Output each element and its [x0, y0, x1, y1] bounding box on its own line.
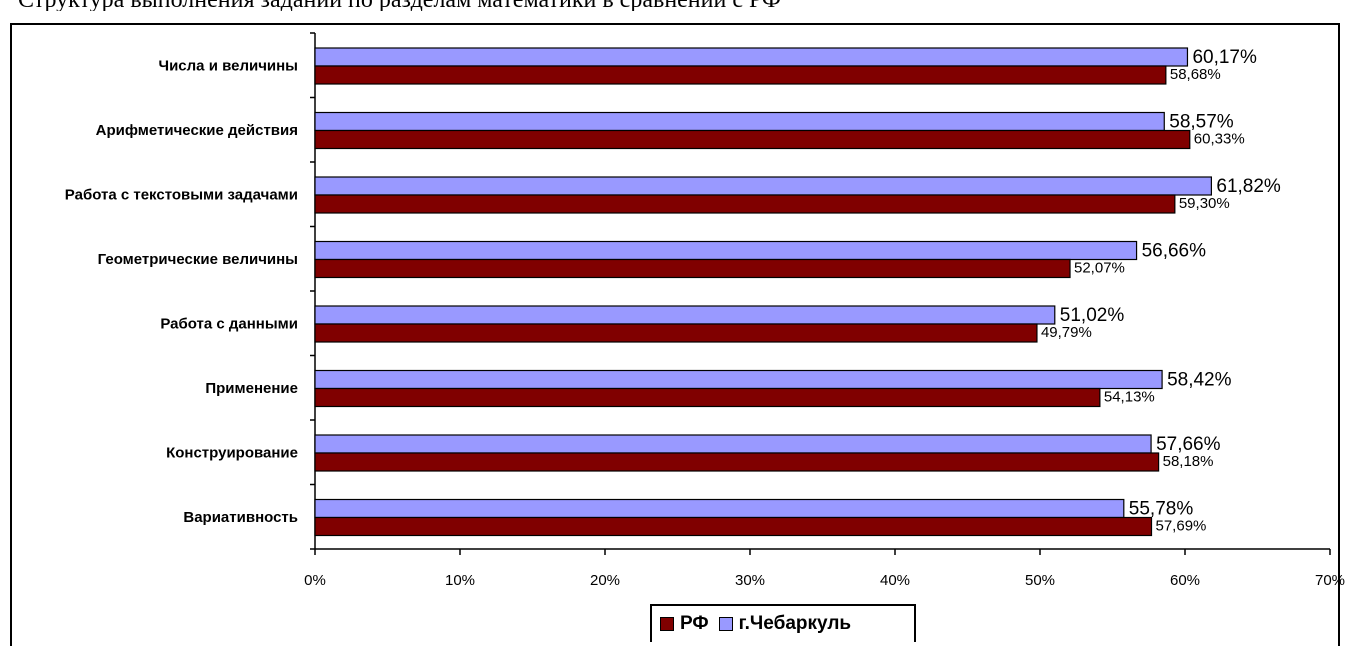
data-label-chebarkul: 61,82% — [1216, 176, 1281, 197]
page-header-fragment: Структура выполнения заданий по разделам… — [18, 0, 1338, 11]
legend-item-rf: РФ — [660, 613, 709, 635]
chart-legend: РФ г.Чебаркуль — [650, 604, 916, 642]
x-tick-label: 30% — [735, 572, 765, 589]
data-label-chebarkul: 51,02% — [1060, 305, 1125, 326]
bar-rf — [314, 65, 1167, 85]
legend-swatch-chebarkul — [718, 617, 733, 631]
bar-chebarkul — [314, 176, 1212, 196]
bar-chebarkul — [314, 369, 1163, 390]
data-label-chebarkul: 55,78% — [1129, 499, 1194, 520]
legend-label-rf: РФ — [680, 613, 709, 634]
data-label-chebarkul: 60,17% — [1192, 47, 1257, 68]
bar-rf — [314, 194, 1176, 214]
data-label-chebarkul: 56,66% — [1142, 241, 1207, 262]
bar-rf — [314, 387, 1101, 408]
x-tick-label: 0% — [304, 572, 326, 589]
data-label-chebarkul: 58,57% — [1169, 112, 1234, 133]
category-label: Геометрические величины — [98, 251, 298, 268]
bar-rf — [314, 129, 1191, 150]
data-label-rf: 52,07% — [1074, 260, 1125, 277]
category-label: Работа с данными — [160, 315, 298, 332]
x-tick-label: 60% — [1170, 572, 1200, 589]
data-label-rf: 49,79% — [1041, 324, 1092, 341]
category-label: Вариативность — [183, 509, 298, 526]
bar-rf — [314, 323, 1038, 343]
x-tick-label: 20% — [590, 572, 620, 589]
category-label: Работа с текстовыми задачами — [65, 186, 298, 203]
bar-chebarkul — [314, 111, 1165, 132]
data-label-rf: 58,18% — [1163, 453, 1214, 470]
legend-label-chebarkul: г.Чебаркуль — [738, 613, 852, 634]
bar-chebarkul — [314, 47, 1189, 67]
data-label-rf: 60,33% — [1194, 131, 1245, 148]
data-label-chebarkul: 58,42% — [1167, 370, 1232, 391]
bar-chebarkul — [314, 305, 1056, 325]
data-label-rf: 58,68% — [1170, 66, 1221, 83]
x-tick-label: 40% — [880, 572, 910, 589]
category-label: Конструирование — [166, 444, 298, 461]
data-label-rf: 57,69% — [1156, 518, 1207, 535]
x-tick-label: 10% — [445, 572, 475, 589]
bar-rf — [314, 258, 1071, 279]
category-label: Числа и величины — [159, 57, 298, 74]
data-label-rf: 54,13% — [1104, 389, 1155, 406]
bar-chebarkul — [314, 240, 1138, 261]
x-tick-label: 70% — [1315, 572, 1345, 589]
bar-chebarkul — [314, 498, 1125, 519]
bar-rf — [314, 516, 1153, 537]
bar-rf — [314, 452, 1160, 472]
data-label-rf: 59,30% — [1179, 195, 1230, 212]
legend-item-chebarkul: г.Чебаркуль — [718, 613, 852, 635]
data-label-chebarkul: 57,66% — [1156, 434, 1221, 455]
category-label: Арифметические действия — [96, 122, 298, 139]
legend-swatch-rf — [660, 617, 674, 631]
x-tick-label: 50% — [1025, 572, 1055, 589]
bar-chebarkul — [314, 434, 1152, 454]
category-label: Применение — [205, 380, 298, 397]
